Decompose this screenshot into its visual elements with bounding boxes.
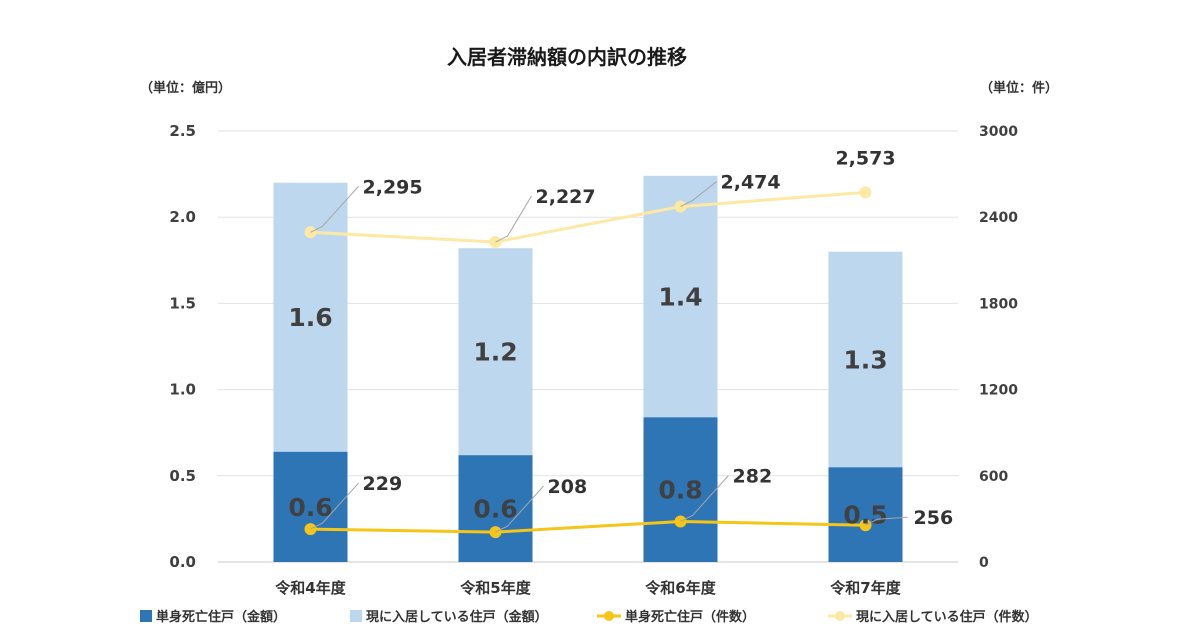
line-data-label: 2,573 [835,147,895,169]
line-point [859,186,872,199]
legend-marker [604,611,614,621]
bar-data-label: 0.5 [843,501,887,530]
bar-layer [273,175,903,562]
legend: 単身死亡住戸（金額） 現に入居している住戸（金額） 単身死亡住戸（件数） 現に入居して… [140,609,1038,625]
legend-marker [835,611,845,621]
y-tick-label-right: 1800 [979,296,1018,312]
callout-leader [495,485,544,533]
bar-data-label: 1.2 [473,338,517,367]
y-tick-label-left: 1.0 [169,381,196,399]
callout-leader [310,185,359,233]
label-layer: 0.6 1.6 0.6 1.2 0.8 1.4 0.5 1.3 229 208 282 256 2,29… [288,147,954,533]
x-category-label: 令和4年度 [275,579,346,597]
callout-leader [310,482,359,530]
bar-data-label: 0.8 [658,476,702,505]
right-axis-unit: （単位：件） [980,80,1058,96]
bar-data-label: 1.4 [658,283,702,312]
bar-segment [828,467,903,562]
bar-data-label: 0.6 [288,493,332,522]
y-tick-label-right: 600 [979,469,1008,485]
y-tick-label-left: 2.5 [169,122,196,140]
bar-segment [458,455,533,562]
line-data-label: 2,295 [363,176,423,198]
line-data-label: 2,227 [536,186,596,208]
legend-label: 現に入居している住戸（件数） [856,609,1038,625]
line-data-label: 229 [363,473,403,495]
left-axis-unit: （単位：億円） [140,80,231,96]
y-tick-label-right: 0 [979,555,989,571]
legend-label: 現に入居している住戸（金額） [366,609,548,625]
series-line [310,519,866,534]
y-tick-label-right: 3000 [979,124,1018,140]
legend-swatch [350,610,362,622]
line-data-label: 282 [733,465,773,487]
callout-leader [865,516,908,526]
bar-segment [643,417,718,562]
bar-data-label: 1.6 [288,303,332,332]
bar-segment [828,251,903,468]
callout-leader [680,475,729,522]
callout-leader [680,181,717,208]
y-tick-label-right: 2400 [979,210,1018,226]
axis-layer: 0.0 0.5 1.0 1.5 2.0 2.5 0 600 1200 1800 2400 3000 令和… [169,122,1018,597]
bar-data-label: 0.6 [473,495,517,524]
bar-segment [273,451,348,562]
chart-title: 入居者滞納額の内訳の推移 [447,45,687,69]
x-category-label: 令和6年度 [645,579,716,597]
x-category-label: 令和5年度 [460,579,531,597]
legend-swatch [140,610,152,622]
bar-data-label: 1.3 [843,345,887,374]
series-line [310,190,866,244]
line-data-label: 256 [914,507,954,529]
y-tick-label-left: 0.0 [169,553,196,571]
y-tick-label-left: 2.0 [169,208,196,226]
x-category-label: 令和7年度 [830,579,901,597]
callout-leader [495,195,532,243]
legend-label: 単身死亡住戸（件数） [625,609,755,625]
y-tick-label-left: 1.5 [169,294,196,312]
legend-label: 単身死亡住戸（金額） [156,609,286,625]
bar-segment [458,248,533,456]
y-tick-label-right: 1200 [979,383,1018,399]
bar-segment [643,175,718,418]
y-tick-label-left: 0.5 [169,467,196,485]
line-data-label: 2,474 [721,172,781,194]
line-data-label: 208 [548,476,588,498]
